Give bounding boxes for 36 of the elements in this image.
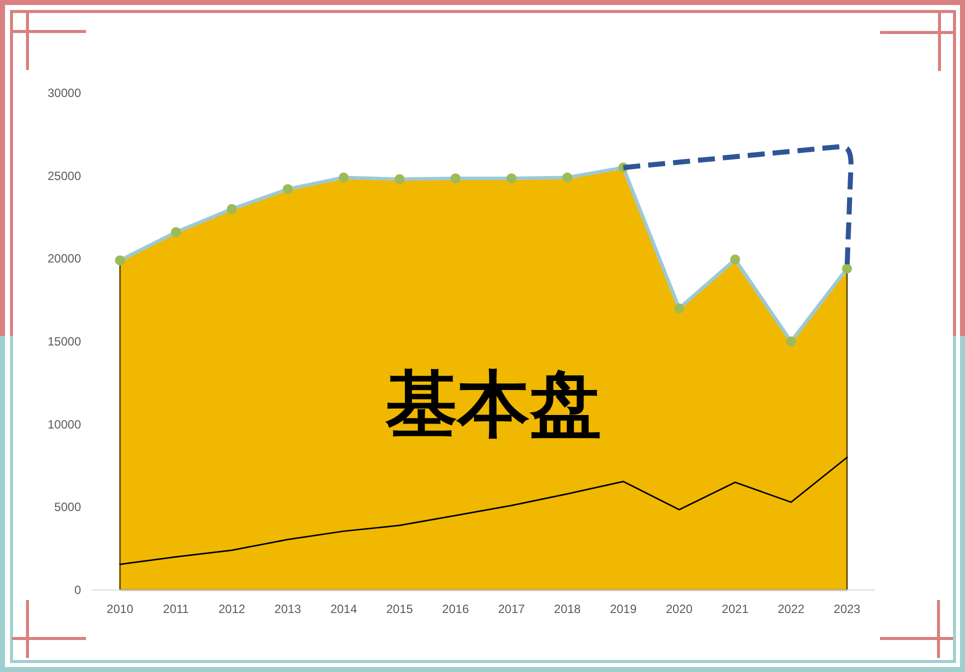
- x-tick-label: 2022: [778, 602, 805, 616]
- point: [506, 173, 516, 184]
- y-tick-label: 0: [74, 583, 82, 597]
- x-tick-label: 2011: [163, 602, 190, 616]
- point: [730, 254, 740, 264]
- x-tick-label: 2018: [554, 602, 582, 616]
- point: [842, 264, 852, 274]
- point: [115, 255, 125, 266]
- annotation: 基本盘: [384, 365, 602, 446]
- point: [170, 227, 181, 238]
- y-tick-label: 15000: [48, 334, 82, 348]
- y-tick-label: 30000: [48, 86, 82, 100]
- point: [282, 184, 293, 194]
- x-tick-label: 2010: [106, 602, 134, 616]
- x-tick-label: 2023: [834, 602, 861, 616]
- point: [450, 173, 461, 184]
- x-tick-label: 2013: [274, 602, 302, 616]
- y-tick-label: 5000: [54, 500, 82, 514]
- x-tick-label: 2019: [610, 602, 637, 616]
- point: [338, 172, 349, 182]
- y-tick-label: 25000: [48, 168, 82, 183]
- x-tick-label: 2015: [386, 602, 414, 616]
- point: [394, 174, 405, 184]
- point: [786, 336, 796, 346]
- x-tick-label: 2016: [442, 602, 470, 616]
- x-tick-label: 2017: [498, 602, 526, 616]
- x-tick-label: 2014: [330, 602, 358, 616]
- y-tick-label: 10000: [48, 417, 82, 432]
- x-tick-label: 2021: [722, 602, 749, 616]
- y-tick-label: 20000: [48, 252, 82, 266]
- line-series: [119, 456, 848, 566]
- x-tick-label: 2020: [666, 602, 693, 616]
- point: [226, 204, 237, 214]
- point: [562, 172, 572, 182]
- x-tick-label: 2012: [218, 602, 246, 616]
- point: [674, 303, 684, 314]
